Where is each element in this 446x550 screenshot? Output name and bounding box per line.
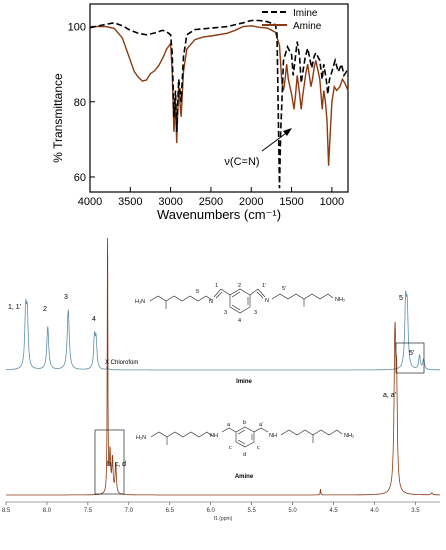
- nmr-trace-amine: [6, 237, 440, 496]
- imine-h2n: H₂N: [135, 299, 145, 305]
- ir-x-tick-label: 4000: [78, 196, 102, 208]
- amine-lbl-d: d: [243, 452, 246, 458]
- imine-num-4: 4: [238, 318, 241, 324]
- imine-n-left: N: [209, 299, 213, 305]
- ir-annotation-arrowhead: [283, 128, 292, 136]
- nmr-box-5p: [395, 342, 425, 374]
- imine-structure: [149, 288, 334, 314]
- ir-line-imine: [89, 19, 349, 189]
- nmr-peak-label-bcd: b, c, d: [107, 461, 126, 468]
- imine-nh2: NH₂: [335, 297, 345, 303]
- nmr-x-tick-label: 6.5: [166, 508, 175, 514]
- ir-legend-imine-label: Imine: [293, 8, 318, 19]
- amine-nh-right: NH: [269, 433, 277, 439]
- ir-x-tick-label: 3000: [158, 196, 182, 208]
- nmr-peak-label-4: 4: [92, 316, 96, 323]
- amine-structure-labels: H₂N NH NH NH₂ a a' b c c d: [136, 420, 354, 458]
- nmr-peak-label-1: 1, 1': [8, 304, 21, 311]
- amine-lbl-ap: a': [259, 422, 263, 428]
- nmr-peak-label-3: 3: [64, 294, 68, 301]
- ir-spectrum-chart: 60 80 100 4000 3500 3000 2500 2000 1500 1000 % T…: [51, 3, 349, 222]
- nmr-peak-label-5p: 5': [409, 350, 414, 357]
- nmr-traces: [5, 237, 440, 496]
- ir-annotation-arrow: [261, 130, 290, 152]
- imine-structure-labels: H₂N N N NH₂ 1 1' 2 3 3 4 5 5': [135, 283, 345, 324]
- ir-legend: Imine Amine: [262, 8, 322, 32]
- ir-y-tick-label: 100: [68, 22, 86, 34]
- nmr-x-tick-label: 5.5: [247, 508, 256, 514]
- nmr-x-tick-label: 7.5: [84, 508, 93, 514]
- nmr-solvent-label: X Chlorofom: [105, 360, 138, 366]
- nmr-x-tick-label: 8.0: [43, 508, 52, 514]
- nmr-x-tick-label: 3.5: [411, 508, 420, 514]
- imine-num-5: 5: [196, 289, 199, 295]
- imine-num-3b: 3: [254, 310, 257, 316]
- nmr-peak-label-2: 2: [43, 306, 47, 313]
- ir-legend-amine-label: Amine: [293, 21, 322, 32]
- nmr-x-tick-label: 8.5: [2, 508, 11, 514]
- amine-nh-left: NH: [210, 433, 218, 439]
- nmr-x-tick-label: 6.0: [207, 508, 216, 514]
- nmr-x-axis: 8.5 8.0 7.5 7.0 6.5 6.0 5.5 5.0 4.5 4.0 3.5: [2, 502, 420, 514]
- imine-num-1: 1: [215, 283, 218, 289]
- amine-lbl-a: a: [227, 422, 231, 428]
- amine-lbl-c2: c: [257, 445, 260, 451]
- nmr-x-tick-label: 5.0: [288, 508, 297, 514]
- ir-x-tick-label: 3500: [118, 196, 142, 208]
- amine-nh2: NH₂: [344, 433, 354, 439]
- ir-y-tick-label: 80: [74, 97, 86, 109]
- nmr-peak-label-a: a, a': [383, 392, 396, 399]
- ir-line-amine: [90, 25, 349, 166]
- ir-x-tick-label: 2500: [199, 196, 223, 208]
- nmr-spectrum-chart: 8.5 8.0 7.5 7.0 6.5 6.0 5.5 5.0 4.5 4.0 3.5 f1 (pp…: [2, 237, 440, 522]
- ir-plot-frame: [89, 3, 349, 193]
- nmr-imine-label: Imine: [236, 379, 252, 385]
- nmr-box-bcd: [94, 429, 125, 495]
- imine-num-3a: 3: [224, 310, 227, 316]
- amine-structure: [150, 426, 343, 448]
- nmr-x-tick-label: 4.0: [370, 508, 379, 514]
- ir-y-tick-label: 60: [74, 172, 86, 184]
- nmr-amine-label: Amine: [235, 474, 254, 480]
- ir-y-axis: 60 80 100: [68, 22, 95, 184]
- ir-y-axis-label: % Transmittance: [51, 73, 65, 163]
- ir-x-tick-label: 2000: [239, 196, 263, 208]
- ir-x-axis-label: Wavenumbers (cm⁻¹): [157, 207, 281, 222]
- ir-annotation-cn: ν(C=N): [224, 156, 259, 168]
- ir-x-axis: 4000 3500 3000 2500 2000 1500 1000: [78, 187, 344, 208]
- nmr-peak-label-5: 5: [399, 295, 403, 302]
- imine-num-1p: 1': [262, 283, 266, 289]
- ir-series-lines: [89, 19, 349, 189]
- amine-h2n: H₂N: [136, 435, 146, 441]
- imine-n-right: N: [265, 298, 269, 304]
- nmr-trace-imine: [5, 290, 440, 371]
- imine-num-5p: 5': [282, 286, 286, 292]
- ir-x-tick-label: 1000: [320, 196, 344, 208]
- amine-lbl-c1: c: [229, 445, 232, 451]
- imine-num-2: 2: [238, 283, 241, 289]
- nmr-x-tick-label: 7.0: [125, 508, 134, 514]
- nmr-x-axis-label: f1 (ppm): [214, 516, 233, 522]
- amine-lbl-b: b: [243, 420, 246, 426]
- nmr-x-tick-label: 4.5: [329, 508, 338, 514]
- ir-x-tick-label: 1500: [279, 196, 303, 208]
